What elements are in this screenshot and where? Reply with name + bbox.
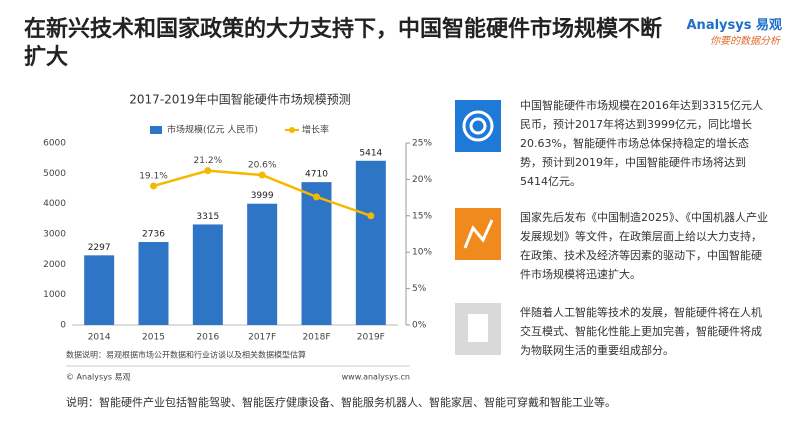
bar-value-label: 3315 [196, 212, 219, 222]
bar [138, 242, 169, 325]
x-tick-label: 2015 [142, 333, 165, 343]
y-tick-label: 3000 [43, 230, 66, 240]
legend-swatch [289, 127, 295, 133]
x-tick-label: 2017F [248, 333, 276, 343]
logo-brand: Analysys 易观 [686, 18, 783, 33]
y2-tick-label: 0% [412, 321, 427, 331]
panel-text: 中国智能硬件市场规模在2016年达到3315亿元人民币，预计2017年将达到39… [520, 99, 763, 188]
x-tick-label: 2019F [357, 333, 385, 343]
icon [469, 117, 487, 135]
y-tick-label: 1000 [43, 290, 66, 300]
legend-label: 市场规模(亿元 人民币) [167, 124, 258, 136]
legend-label: 增长率 [302, 124, 329, 136]
y2-tick-label: 5% [412, 284, 427, 294]
bar-value-label: 4710 [305, 170, 328, 180]
panel-text: 国家先后发布《中国制造2025》、《中国机器人产业发展规划》等文件，在政策层面上… [520, 211, 768, 281]
bar [301, 182, 332, 325]
x-tick-label: 2018F [302, 333, 330, 343]
bar [355, 160, 386, 325]
growth-point [258, 171, 266, 179]
data-note: 数据说明：易观根据市场公开数据和行业访谈以及相关数据模型估算 [66, 350, 306, 360]
website: www.analysys.cn [342, 373, 410, 382]
footer-note: 说明：智能硬件产业包括智能驾驶、智能医疗健康设备、智能服务机器人、智能家居、智能… [66, 396, 616, 409]
growth-value-label: 21.2% [194, 156, 223, 166]
bar [247, 203, 278, 325]
growth-value-label: 20.6% [248, 161, 277, 171]
icon [463, 219, 494, 249]
y-tick-label: 2000 [43, 260, 66, 270]
icon [468, 314, 488, 342]
source: © Analysys 易观 [66, 373, 131, 382]
y2-tick-label: 10% [412, 248, 432, 258]
growth-point [150, 182, 157, 190]
y-tick-label: 0 [60, 321, 66, 331]
bar-value-label: 2297 [88, 243, 111, 253]
bar-value-label: 3999 [251, 191, 274, 201]
bar [84, 255, 115, 325]
growth-point [367, 212, 375, 220]
y-tick-label: 6000 [43, 139, 66, 149]
y-tick-label: 5000 [43, 169, 66, 179]
y2-tick-label: 25% [412, 139, 432, 149]
chart: 2017-2019年中国智能硬件市场规模预测 0 1000 2000 3000 4000… [43, 92, 432, 382]
x-tick-label: 2014 [88, 333, 111, 343]
x-tick-label: 2016 [196, 333, 219, 343]
icons [455, 100, 501, 355]
growth-point [204, 167, 212, 175]
bar [192, 224, 223, 325]
logo-slogan: 你要的数据分析 [710, 36, 780, 47]
y2-tick-label: 15% [412, 211, 432, 221]
icon-bg [455, 100, 501, 152]
bar-value-label: 5414 [359, 148, 382, 158]
bar-value-label: 2736 [142, 230, 165, 240]
growth-value-label: 19.1% [139, 171, 168, 181]
slide-title: 在新兴技术和国家政策的大力支持下，中国智能硬件市场规模不断扩大 [24, 17, 663, 70]
chart-title: 2017-2019年中国智能硬件市场规模预测 [129, 92, 350, 107]
panel-text: 伴随着人工智能等技术的发展，智能硬件将在人机交互模式、智能化性能上更加完善，智能… [520, 306, 762, 357]
legend-swatch [150, 126, 162, 134]
y-tick-label: 4000 [43, 199, 66, 209]
y2-tick-label: 20% [412, 175, 432, 185]
icon [462, 110, 494, 142]
growth-point [313, 193, 320, 201]
